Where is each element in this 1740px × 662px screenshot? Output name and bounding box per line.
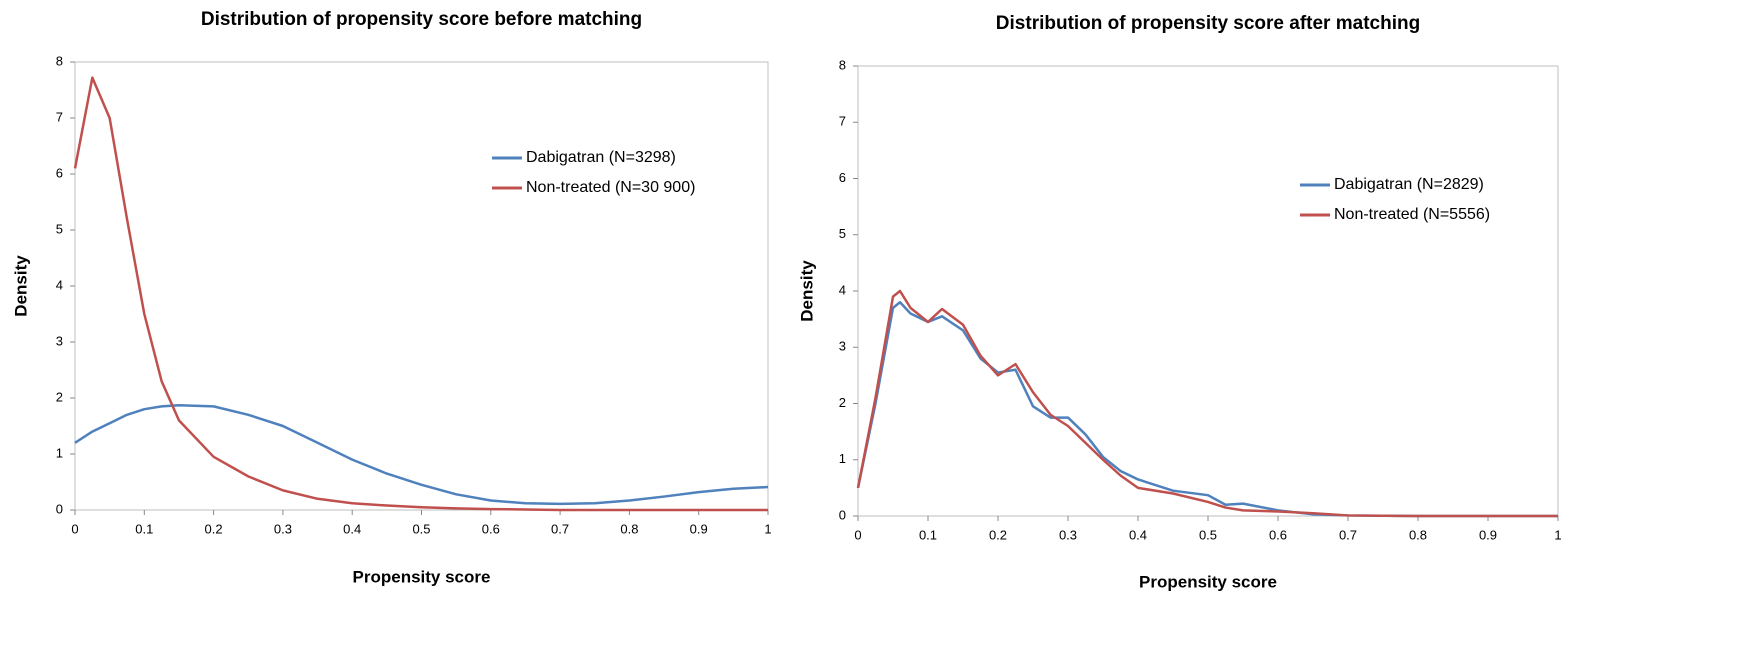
x-axis-label: Propensity score bbox=[353, 567, 491, 586]
y-tick-label: 3 bbox=[839, 339, 846, 354]
chart-title: Distribution of propensity score before … bbox=[201, 9, 642, 30]
x-tick-label: 0.7 bbox=[1339, 527, 1357, 542]
x-tick-label: 0.5 bbox=[1199, 527, 1217, 542]
x-tick-label: 0.1 bbox=[919, 527, 937, 542]
y-axis-label: Density bbox=[11, 255, 30, 317]
x-tick-label: 0.8 bbox=[1409, 527, 1427, 542]
x-tick-label: 0.2 bbox=[205, 521, 223, 536]
x-axis-label: Propensity score bbox=[1139, 572, 1277, 591]
y-tick-label: 8 bbox=[56, 53, 63, 68]
y-tick-label: 6 bbox=[56, 165, 63, 180]
plot-frame bbox=[74, 61, 769, 511]
y-tick-label: 4 bbox=[839, 282, 846, 297]
y-tick-label: 7 bbox=[56, 109, 63, 124]
x-tick-label: 0.5 bbox=[412, 521, 430, 536]
y-tick-label: 0 bbox=[56, 501, 63, 516]
legend-label: Dabigatran (N=3298) bbox=[526, 149, 676, 166]
y-tick-label: 8 bbox=[839, 57, 846, 72]
x-tick-label: 0.4 bbox=[1129, 527, 1147, 542]
x-tick-label: 0.6 bbox=[1269, 527, 1287, 542]
x-tick-label: 0.7 bbox=[551, 521, 569, 536]
x-tick-label: 0.3 bbox=[1059, 527, 1077, 542]
y-tick-label: 5 bbox=[839, 226, 846, 241]
line-series bbox=[856, 289, 1558, 518]
x-tick-label: 0.9 bbox=[1479, 527, 1497, 542]
x-tick-label: 1 bbox=[764, 521, 771, 536]
legend-label: Dabigatran (N=2829) bbox=[1334, 176, 1484, 193]
y-tick-label: 6 bbox=[839, 170, 846, 185]
x-tick-label: 0.1 bbox=[135, 521, 153, 536]
x-tick-label: 0.8 bbox=[620, 521, 638, 536]
y-tick-label: 1 bbox=[839, 451, 846, 466]
y-tick-label: 7 bbox=[839, 114, 846, 129]
line-series bbox=[73, 76, 768, 512]
x-tick-label: 0 bbox=[71, 521, 78, 536]
x-tick-label: 0.9 bbox=[690, 521, 708, 536]
chart-title: Distribution of propensity score after m… bbox=[996, 13, 1420, 34]
line-series bbox=[856, 301, 1558, 518]
x-tick-label: 0.4 bbox=[343, 521, 361, 536]
y-tick-label: 2 bbox=[56, 389, 63, 404]
x-tick-label: 0.3 bbox=[274, 521, 292, 536]
y-tick-label: 4 bbox=[56, 277, 63, 292]
y-tick-label: 3 bbox=[56, 333, 63, 348]
y-tick-label: 1 bbox=[56, 445, 63, 460]
legend-label: Non-treated (N=5556) bbox=[1334, 206, 1490, 223]
y-tick-label: 2 bbox=[839, 395, 846, 410]
y-tick-label: 5 bbox=[56, 221, 63, 236]
x-tick-label: 0.6 bbox=[482, 521, 500, 536]
y-tick-label: 0 bbox=[839, 507, 846, 522]
x-tick-label: 0 bbox=[854, 527, 861, 542]
x-tick-label: 1 bbox=[1554, 527, 1561, 542]
plot-frame bbox=[857, 65, 1559, 517]
line-series bbox=[74, 404, 769, 506]
legend-label: Non-treated (N=30 900) bbox=[526, 179, 695, 196]
x-tick-label: 0.2 bbox=[989, 527, 1007, 542]
y-axis-label: Density bbox=[797, 260, 816, 322]
